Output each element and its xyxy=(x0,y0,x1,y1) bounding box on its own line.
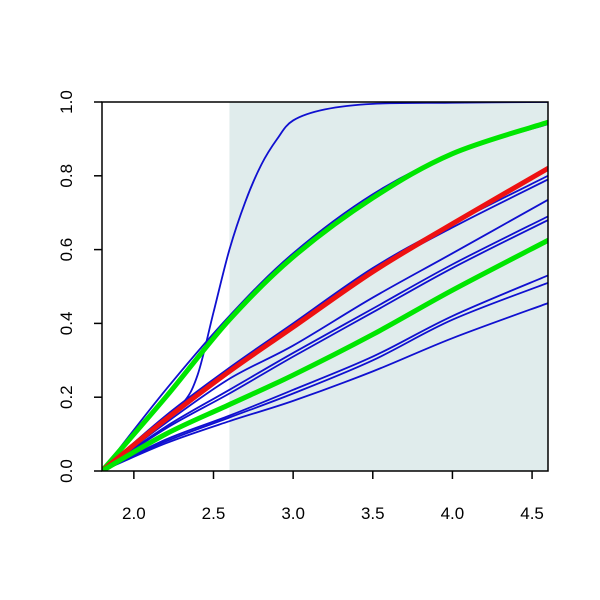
y-tick-label: 0.8 xyxy=(57,164,76,188)
series-line-13 xyxy=(102,302,548,471)
series-line-3 xyxy=(102,119,548,471)
y-tick-label: 0.0 xyxy=(57,459,76,483)
y-tick-label: 0.2 xyxy=(57,385,76,409)
plot-frame xyxy=(101,101,549,472)
x-tick-label: 3.5 xyxy=(361,504,385,523)
series-line-8 xyxy=(102,215,548,471)
series-line-11 xyxy=(102,274,548,471)
shaded-region xyxy=(229,102,548,471)
x-tick-label: 4.0 xyxy=(441,504,465,523)
x-tick-label: 3.0 xyxy=(281,504,305,523)
series-line-10 xyxy=(102,237,548,471)
x-tick-label: 2.5 xyxy=(202,504,226,523)
y-tick-label: 0.4 xyxy=(57,312,76,336)
series-line-12 xyxy=(102,281,548,471)
y-tick-label: 0.6 xyxy=(57,238,76,262)
x-tick-label: 2.0 xyxy=(122,504,146,523)
series-line-6 xyxy=(102,165,548,471)
y-tick-label: 1.0 xyxy=(57,90,76,114)
series-line-7 xyxy=(102,198,548,471)
x-tick-label: 4.5 xyxy=(520,504,544,523)
series-line-9 xyxy=(102,219,548,471)
